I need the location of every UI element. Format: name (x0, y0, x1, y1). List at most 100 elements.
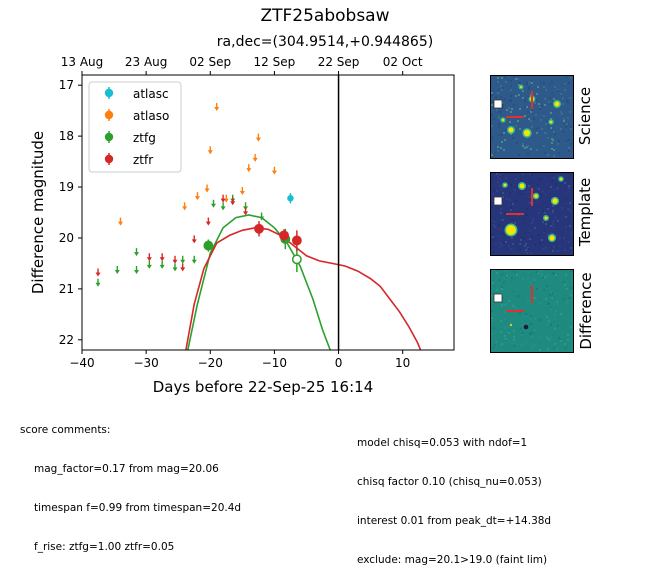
stamp-noise (528, 248, 530, 250)
stamp-noise (568, 187, 570, 189)
stamp-noise (541, 239, 543, 241)
stamp-noise (516, 274, 518, 276)
stamp-noise (554, 328, 556, 330)
stamp-noise (535, 128, 537, 130)
stamp-noise (564, 182, 566, 184)
stamp-noise (564, 188, 566, 190)
stamp-noise (527, 300, 529, 302)
stamp-noise (527, 153, 529, 155)
stamp-noise (530, 111, 532, 113)
y-tick-label: 17 (59, 78, 74, 92)
stamp-noise (497, 77, 499, 79)
stamp-source (503, 183, 507, 187)
stamp-noise (495, 96, 497, 98)
stamp-noise (518, 94, 520, 96)
upper-limit-marker-ztfg (191, 255, 197, 264)
upper-limit-arrowhead (230, 201, 236, 206)
stamp-noise (496, 190, 498, 192)
stamp-noise (503, 271, 505, 273)
stamp-noise (569, 225, 571, 227)
stamp-noise (520, 290, 522, 292)
stamp-noise (494, 175, 496, 177)
science-stamp (490, 75, 574, 159)
stamp-noise (512, 137, 514, 139)
upper-limit-arrowhead (207, 150, 213, 155)
stamp-noise (491, 114, 493, 116)
stamp-noise (498, 275, 500, 277)
upper-limit-arrowhead (204, 188, 210, 193)
stamp-noise (494, 275, 496, 277)
stamp-noise (528, 196, 530, 198)
stamp-noise (566, 100, 568, 102)
stamp-noise (511, 219, 513, 221)
stamp-noise (552, 293, 554, 295)
upper-limit-marker-atlaso (252, 153, 258, 162)
stamp-noise (505, 81, 507, 83)
stamp-noise (540, 273, 542, 275)
stamp-noise (550, 225, 552, 227)
stamp-noise (515, 307, 517, 309)
stamp-noise (505, 129, 507, 131)
stamp-noise (492, 282, 494, 284)
stamp-noise (525, 249, 527, 251)
stamp-noise (506, 303, 508, 305)
stamp-noise (509, 199, 511, 201)
upper-limit-arrowhead (95, 272, 101, 277)
stamp-noise (552, 223, 554, 225)
stamp-noise (531, 252, 533, 254)
stamp-noise (527, 317, 529, 319)
top-tick-label: 23 Aug (125, 55, 168, 69)
stamp-noise (492, 239, 494, 241)
stamp-noise (556, 301, 558, 303)
stamp-noise (497, 89, 499, 91)
stamp-noise (565, 175, 567, 177)
stamp-noise (513, 336, 515, 338)
stamp-noise (552, 104, 554, 106)
stamp-noise (492, 193, 494, 195)
upper-limit-marker-atlaso (223, 194, 229, 203)
stamp-noise (504, 139, 506, 141)
stamp-noise (521, 236, 523, 238)
stamp-noise (544, 177, 546, 179)
upper-limit-marker-ztfg (180, 255, 186, 264)
stamp-noise (569, 111, 571, 113)
stamp-noise (504, 327, 506, 329)
stamp-noise (513, 339, 515, 341)
stamp-noise (529, 173, 531, 175)
stamp-noise (514, 278, 516, 280)
stamp-noise (518, 295, 520, 297)
stamp-noise (496, 109, 498, 111)
stamp-noise (552, 212, 554, 214)
stamp-noise (557, 187, 559, 189)
stamp-noise (546, 285, 548, 287)
stamp-noise (551, 92, 553, 94)
stamp-noise (501, 134, 503, 136)
top-tick-label: 02 Oct (383, 55, 423, 69)
score-comments-header: score comments: (20, 424, 111, 436)
stamp-noise (499, 178, 501, 180)
stamp-noise (513, 184, 515, 186)
stamp-noise (549, 212, 551, 214)
stamp-noise (569, 310, 571, 312)
stamp-noise (563, 120, 565, 122)
stamp-noise (570, 143, 572, 145)
stamp-noise (541, 128, 543, 130)
stamp-noise (512, 203, 514, 205)
stamp-noise (544, 333, 546, 335)
data-point-atlasc (287, 194, 294, 202)
legend-label-atlasc: atlasc (133, 87, 169, 101)
upper-limit-arrowhead (134, 269, 140, 274)
stamp-noise (532, 217, 534, 219)
stamp-noise (539, 302, 541, 304)
stamp-noise (540, 82, 542, 84)
model-comment-line: exclude: mag=20.1>19.0 (faint lim) (357, 554, 548, 566)
stamp-noise (545, 89, 547, 91)
upper-limit-arrowhead (95, 282, 101, 287)
x-tick-label: −40 (69, 356, 94, 370)
stamp-noise (570, 272, 572, 274)
stamp-noise (547, 323, 549, 325)
stamp-noise (510, 95, 512, 97)
stamp-noise (495, 309, 497, 311)
stamp-noise (499, 246, 501, 248)
light-curve-chart: −40 −30 −20 −10 0 10 17 18 19 20 21 22 13 Aug 23 Aug 0… (29, 55, 455, 396)
